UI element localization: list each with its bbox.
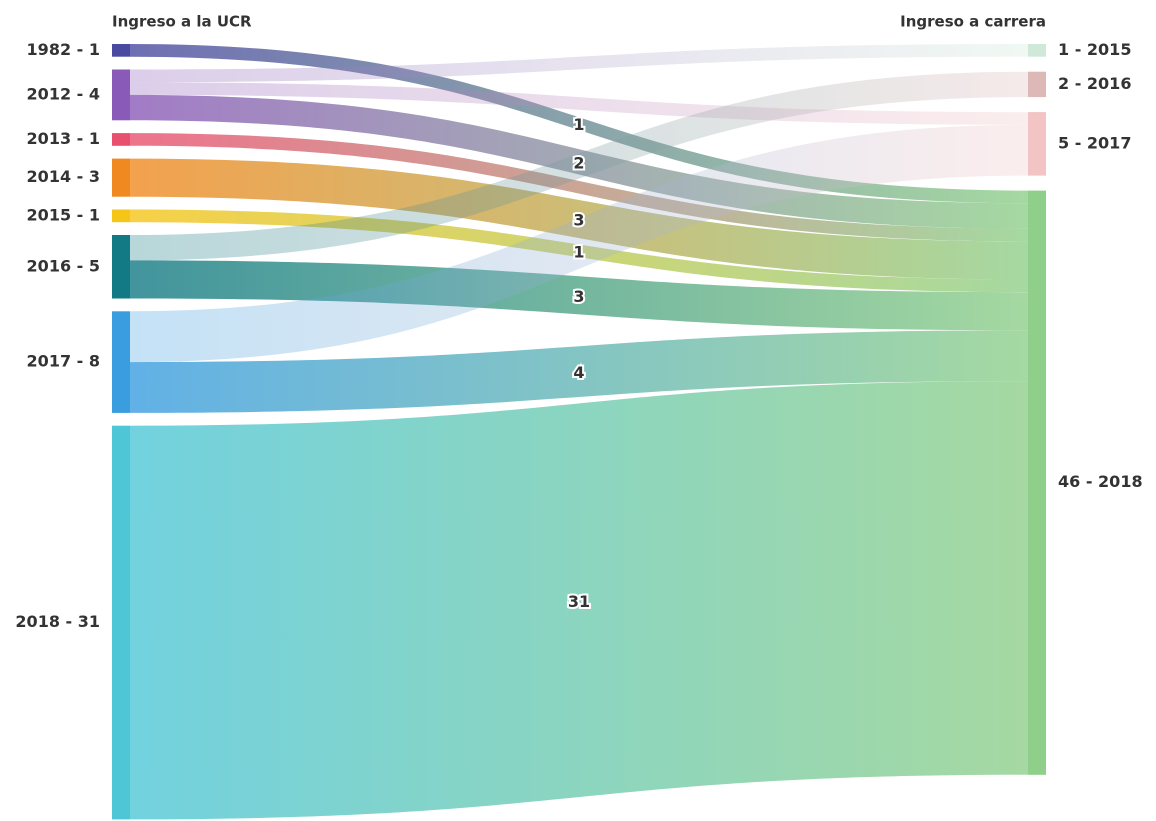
link (130, 381, 1028, 820)
link-label: 1 (573, 115, 584, 134)
source-node (112, 158, 130, 197)
target-node (1028, 112, 1046, 176)
link (130, 44, 1028, 83)
links (130, 44, 1028, 820)
source-label: 1982 - 1 (27, 40, 100, 59)
source-label: 2016 - 5 (27, 256, 100, 275)
target-label: 1 - 2015 (1058, 40, 1131, 59)
source-node (112, 69, 130, 121)
source-label: 2015 - 1 (27, 205, 100, 224)
target-label: 46 - 2018 (1058, 472, 1143, 491)
link (130, 133, 1028, 242)
source-title: Ingreso a la UCR (112, 13, 252, 31)
link (130, 124, 1028, 363)
source-label: 2012 - 4 (27, 84, 100, 103)
target-node (1028, 190, 1046, 775)
source-label: 2014 - 3 (27, 167, 100, 186)
link-label: 4 (573, 363, 584, 382)
source-label: 2013 - 1 (27, 129, 100, 148)
link (130, 260, 1028, 331)
target-node (1028, 71, 1046, 98)
link (130, 44, 1028, 204)
source-node (112, 235, 130, 299)
link-label: 3 (573, 211, 584, 230)
source-node (112, 133, 130, 146)
target-label: 2 - 2016 (1058, 74, 1131, 93)
source-node (112, 209, 130, 223)
target-title: Ingreso a carrera (900, 13, 1046, 31)
source-node (112, 311, 130, 413)
target-node (1028, 44, 1046, 57)
source-node (112, 44, 130, 57)
source-label: 2017 - 8 (27, 352, 100, 371)
link-label: 31 (568, 592, 590, 611)
source-node (112, 425, 130, 820)
link-label: 3 (573, 287, 584, 306)
link (130, 330, 1028, 413)
source-label: 2018 - 31 (15, 612, 100, 631)
nodes (112, 44, 1046, 820)
link-label: 1 (573, 242, 584, 261)
link-label: 2 (573, 153, 584, 172)
link (130, 71, 1028, 261)
target-label: 5 - 2017 (1058, 133, 1131, 152)
